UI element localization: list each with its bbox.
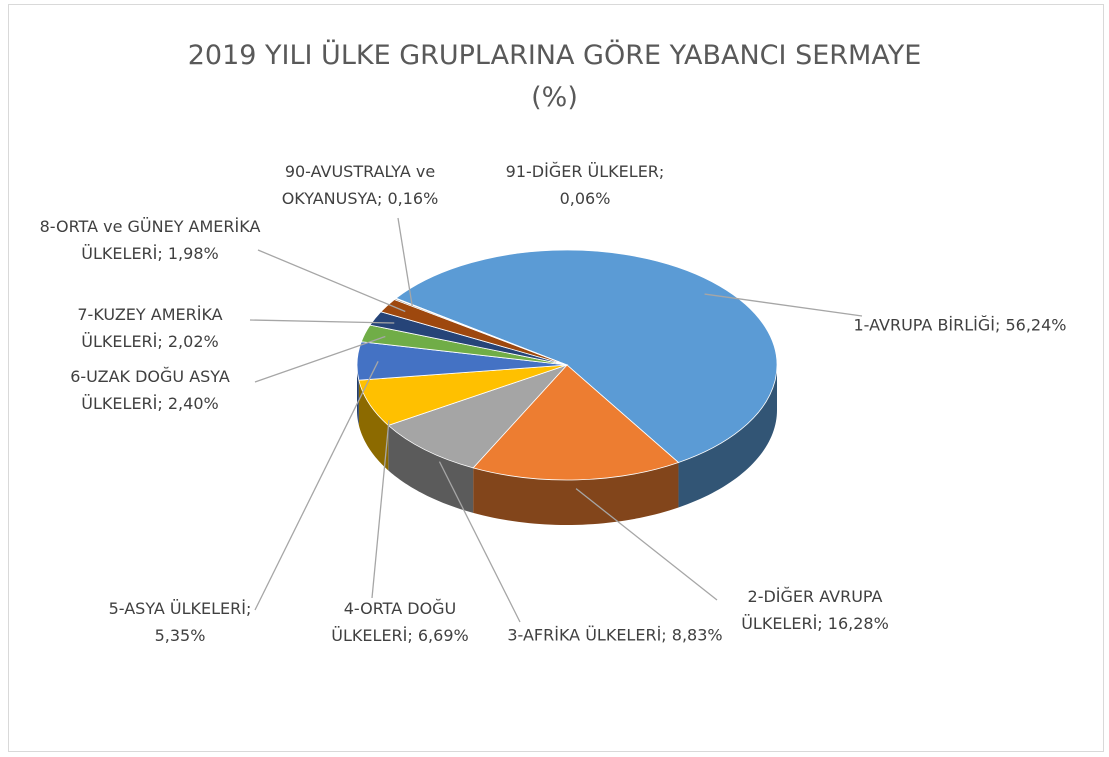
data-label: 3-AFRİKA ÜLKELERİ; 8,83%	[505, 622, 725, 649]
leader-line	[249, 319, 395, 324]
category-name: 2-DİĞER AVRUPA ÜLKELERİ;	[741, 587, 883, 633]
leader-line	[575, 488, 718, 601]
data-label: 90-AVUSTRALYA ve OKYANUSYA; 0,16%	[250, 158, 470, 212]
value-label: 2,02%	[167, 332, 219, 351]
category-name: 4-ORTA DOĞU ÜLKELERİ;	[331, 599, 457, 645]
data-label: 2-DİĞER AVRUPA ÜLKELERİ; 16,28%	[705, 583, 925, 637]
category-name: 3-AFRİKA ÜLKELERİ;	[507, 625, 667, 645]
slice-side	[678, 365, 777, 508]
data-label: 7-KUZEY AMERİKA ÜLKELERİ; 2,02%	[50, 301, 250, 355]
category-name: 90-AVUSTRALYA ve OKYANUSYA;	[281, 162, 436, 208]
data-label: 1-AVRUPA BİRLİĞİ; 56,24%	[845, 312, 1075, 339]
value-label: 1,98%	[167, 244, 219, 263]
category-name: 8-ORTA ve GÜNEY AMERİKA ÜLKELERİ;	[39, 217, 261, 263]
chart-frame	[8, 4, 1104, 752]
data-label: 91-DİĞER ÜLKELER; 0,06%	[485, 158, 685, 212]
data-label: 4-ORTA DOĞU ÜLKELERİ; 6,69%	[305, 595, 495, 649]
leader-line	[257, 249, 406, 313]
chart-title: 2019 YILI ÜLKE GRUPLARINA GÖRE YABANCI S…	[187, 40, 922, 71]
data-label: 6-UZAK DOĞU ASYA ÜLKELERİ; 2,40%	[50, 363, 250, 417]
slice-side	[388, 425, 474, 513]
chart-subtitle: (%)	[531, 82, 578, 113]
value-label: 2,40%	[167, 394, 219, 413]
value-label: 56,24%	[1005, 315, 1067, 335]
category-name: 91-DİĞER ÜLKELER;	[505, 162, 665, 181]
value-label: 0,16%	[387, 189, 439, 208]
value-label: 8,83%	[671, 625, 723, 645]
value-label: 6,69%	[417, 626, 469, 645]
pie-slice	[387, 364, 569, 469]
leader-line	[254, 361, 379, 611]
leader-line	[704, 293, 863, 317]
slice-side	[473, 462, 679, 525]
category-name: 7-KUZEY AMERİKA ÜLKELERİ;	[77, 305, 223, 351]
value-label: 16,28%	[827, 614, 889, 633]
category-name: 6-UZAK DOĞU ASYA ÜLKELERİ;	[70, 367, 230, 413]
data-label: 5-ASYA ÜLKELERİ; 5,35%	[95, 595, 265, 649]
slice-side	[358, 380, 389, 471]
leader-line	[371, 419, 390, 599]
leader-line	[254, 335, 386, 383]
category-name: 5-ASYA ÜLKELERİ;	[108, 599, 252, 618]
pie-slice	[394, 297, 568, 366]
data-label: 8-ORTA ve GÜNEY AMERİKA ÜLKELERİ; 1,98%	[35, 213, 265, 267]
category-name: 1-AVRUPA BİRLİĞİ;	[853, 315, 1001, 335]
leader-line	[438, 461, 521, 623]
pie-slice	[395, 249, 778, 463]
value-label: 5,35%	[154, 626, 206, 645]
leader-line	[397, 217, 413, 306]
pie-slice	[472, 364, 680, 481]
slice-side	[357, 365, 359, 426]
value-label: 0,06%	[559, 189, 611, 208]
